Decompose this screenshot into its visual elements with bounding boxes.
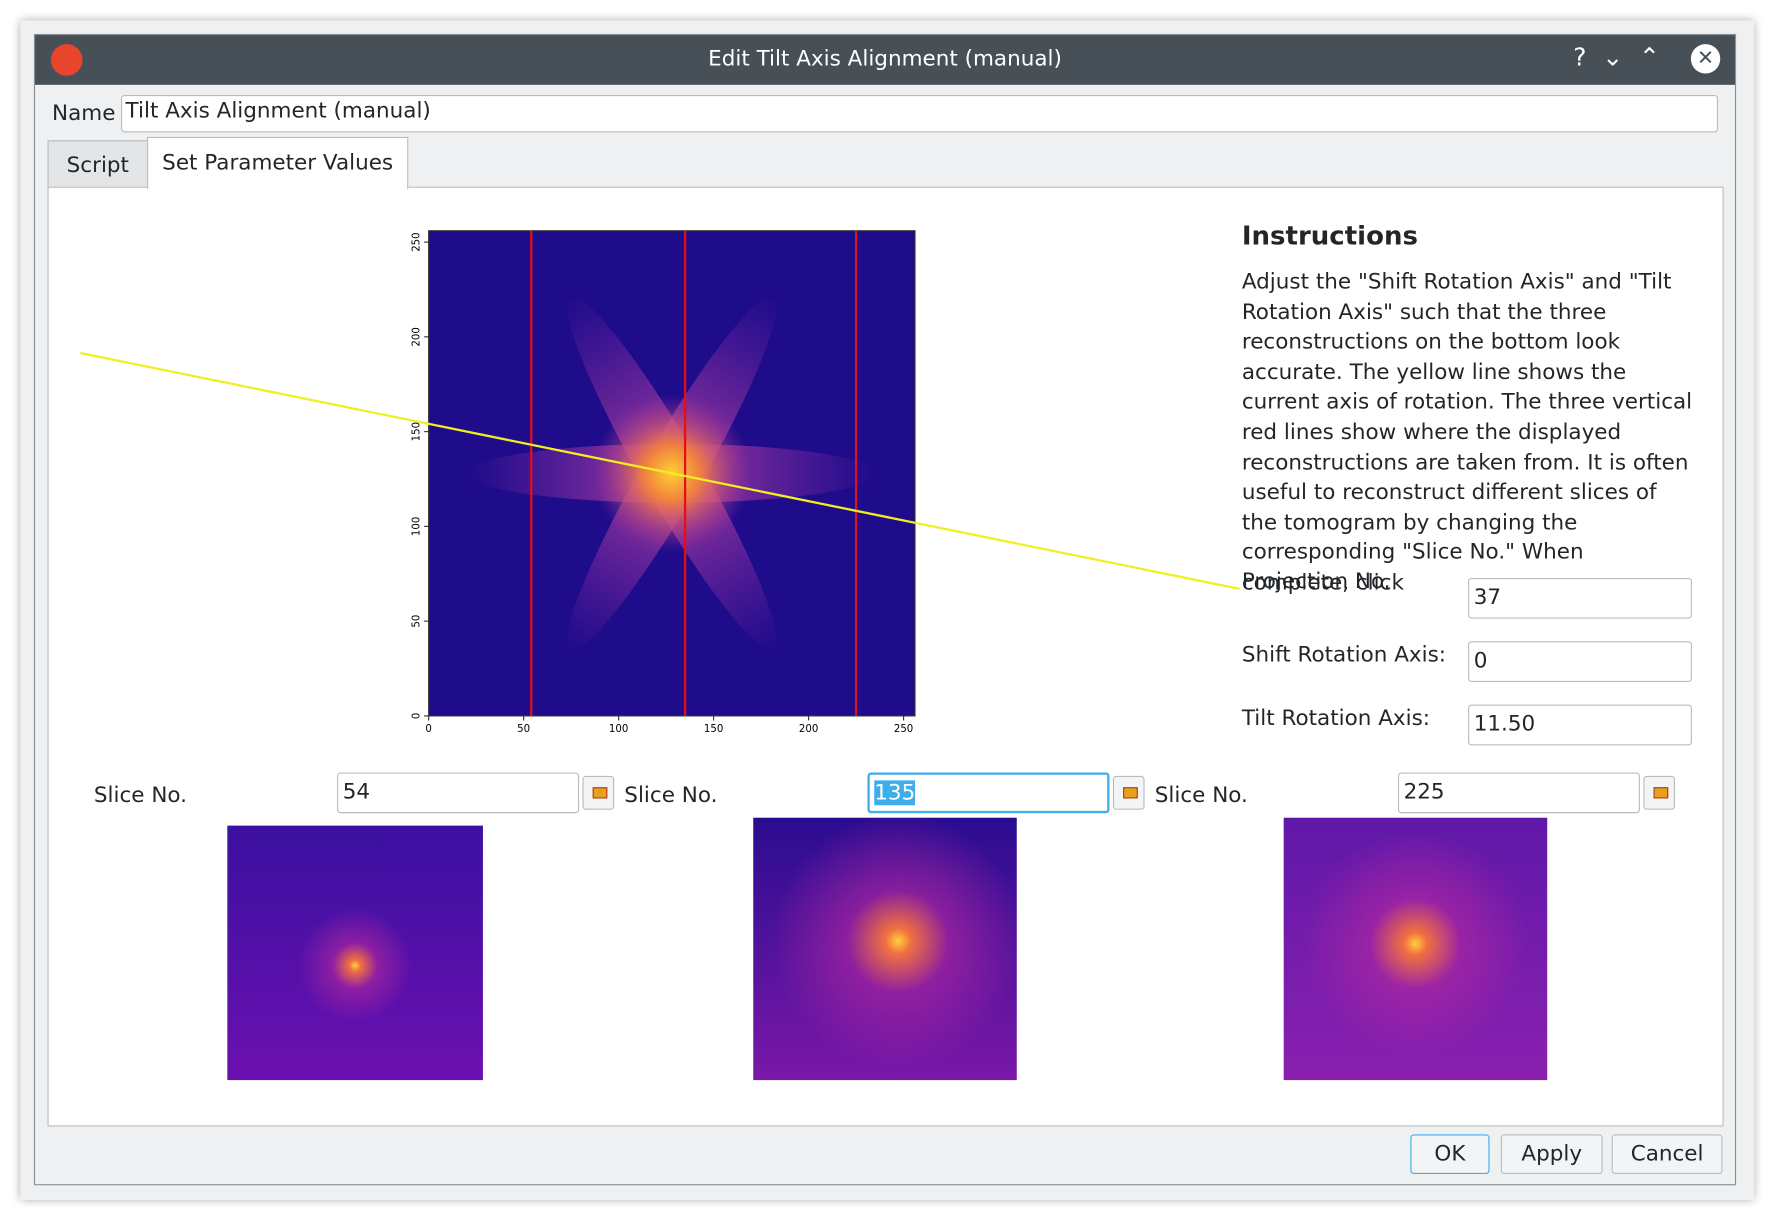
spin-box[interactable]: 54	[337, 772, 580, 814]
name-input[interactable]: Tilt Axis Alignment (manual)	[121, 95, 1718, 133]
field-label: Projection No.	[1241, 568, 1391, 594]
close-button[interactable]: ✕	[1690, 44, 1721, 74]
spin-value: 0	[1473, 648, 1488, 673]
title-bar: Edit Tilt Axis Alignment (manual) ?⌄⌃ ✕	[35, 35, 1735, 85]
x-tick-label: 100	[609, 724, 628, 735]
field-label: Shift Rotation Axis:	[1241, 642, 1447, 668]
x-tick-label: 50	[517, 724, 530, 735]
name-label: Name	[52, 100, 116, 126]
slice-label: Slice No.	[1154, 782, 1248, 808]
window-title: Edit Tilt Axis Alignment (manual)	[708, 46, 1062, 72]
folder-button[interactable]	[582, 775, 615, 810]
spin-box[interactable]: 11.50	[1468, 704, 1692, 746]
spin-value: 37	[1473, 584, 1502, 610]
spin-value: 135	[874, 780, 916, 806]
y-tick-label: 50	[412, 615, 423, 628]
folder-button[interactable]	[1112, 775, 1145, 810]
y-tick-label: 100	[412, 517, 423, 536]
spin-box[interactable]: 135	[867, 772, 1110, 814]
spin-box[interactable]: 225	[1397, 772, 1640, 814]
instructions-title: Instructions	[1241, 221, 1418, 252]
rotation-axis	[80, 351, 1240, 590]
slice-label: Slice No.	[624, 782, 718, 808]
x-tick-label: 0	[425, 724, 431, 735]
spin-arrows[interactable]	[1668, 642, 1691, 680]
projection-plot: 0 50 100 150 200 250 0 50 100 150 200 250	[80, 230, 1240, 735]
y-tick-label: 0	[412, 713, 423, 719]
plot-frame	[428, 230, 916, 717]
tab-active[interactable]: Set Parameter Values	[147, 136, 409, 189]
y-tick-label: 250	[412, 232, 423, 251]
reconstruction-image	[1283, 817, 1548, 1081]
tab[interactable]: Script	[47, 140, 149, 188]
spin-value: 11.50	[1473, 711, 1536, 737]
app-icon	[50, 44, 83, 76]
button[interactable]: OK	[1410, 1134, 1490, 1174]
spin-value: 225	[1403, 779, 1445, 805]
reconstruction-image	[227, 825, 483, 1081]
window-controls[interactable]: ?⌄⌃	[1573, 44, 1676, 73]
spin-box[interactable]: 37	[1468, 577, 1692, 619]
tab-panel: 0 50 100 150 200 250 0 50 100 150 200 250 Instructi…	[47, 186, 1724, 1127]
folder-button[interactable]	[1643, 775, 1676, 810]
button[interactable]: Apply	[1500, 1134, 1603, 1174]
dialog: Edit Tilt Axis Alignment (manual) ?⌄⌃ ✕ …	[33, 33, 1737, 1186]
x-tick-label: 150	[704, 724, 723, 735]
y-tick-label: 150	[412, 422, 423, 441]
instructions-text: Adjust the "Shift Rotation Axis" and "Ti…	[1241, 269, 1693, 595]
x-tick-label: 200	[799, 724, 818, 735]
spin-arrows[interactable]	[1668, 706, 1691, 744]
spin-arrows[interactable]	[1668, 579, 1691, 617]
y-tick-label: 200	[412, 327, 423, 346]
field-label: Tilt Rotation Axis:	[1241, 705, 1431, 731]
slice-label: Slice No.	[93, 782, 188, 808]
x-tick-label: 250	[894, 724, 913, 735]
spin-value: 54	[342, 779, 371, 805]
spin-box[interactable]: 0	[1468, 641, 1692, 682]
button[interactable]: Cancel	[1611, 1134, 1723, 1174]
reconstruction-image	[753, 817, 1017, 1081]
